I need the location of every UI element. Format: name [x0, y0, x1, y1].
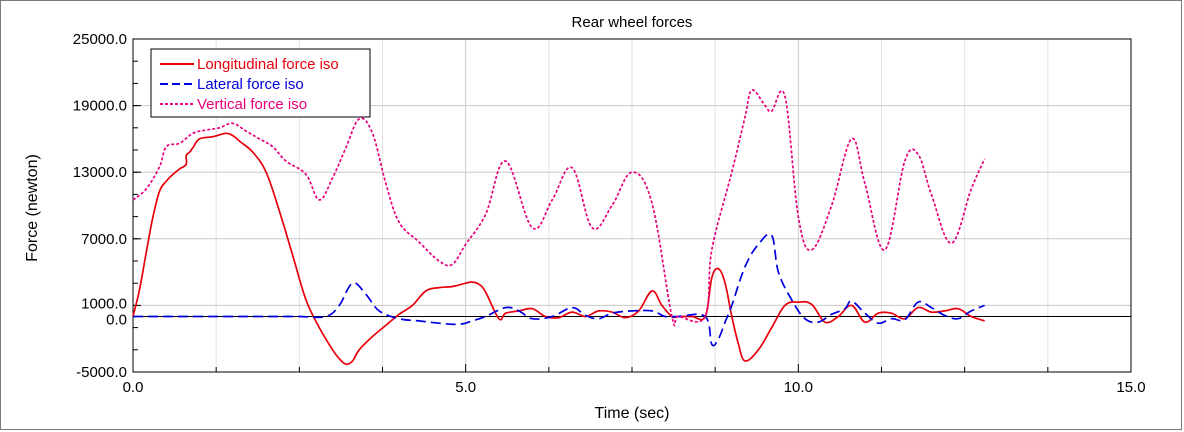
y-tick-label: 1000.0 [81, 295, 127, 312]
series-line-2 [132, 89, 986, 327]
y-tick-label: 13000.0 [73, 164, 127, 181]
legend-label: Lateral force iso [197, 76, 304, 93]
series-layer [132, 89, 986, 366]
y-tick-label: 0.0 [106, 312, 127, 329]
series-line-1 [133, 233, 985, 347]
legend: Longitudinal force iso Lateral force iso V… [150, 48, 371, 118]
y-tick-label: 7000.0 [81, 231, 127, 248]
y-tick-label: -5000.0 [76, 364, 127, 381]
y-tick-label: 19000.0 [73, 98, 127, 115]
x-tick-label: 10.0 [784, 379, 813, 396]
y-tick-label: 25000.0 [73, 31, 127, 48]
x-tick-label: 15.0 [1116, 379, 1145, 396]
x-axis: 0.0 5.0 10.0 15.0 [123, 364, 1146, 396]
x-tick-label: 5.0 [455, 379, 476, 396]
series-line-0 [132, 132, 985, 366]
legend-label: Vertical force iso [197, 96, 307, 113]
legend-label: Longitudinal force iso [197, 56, 339, 73]
x-tick-label: 0.0 [123, 379, 144, 396]
x-axis-label: Time (sec) [595, 405, 670, 422]
y-axis-label: Force (newton) [24, 154, 41, 262]
chart-title: Rear wheel forces [572, 14, 693, 31]
